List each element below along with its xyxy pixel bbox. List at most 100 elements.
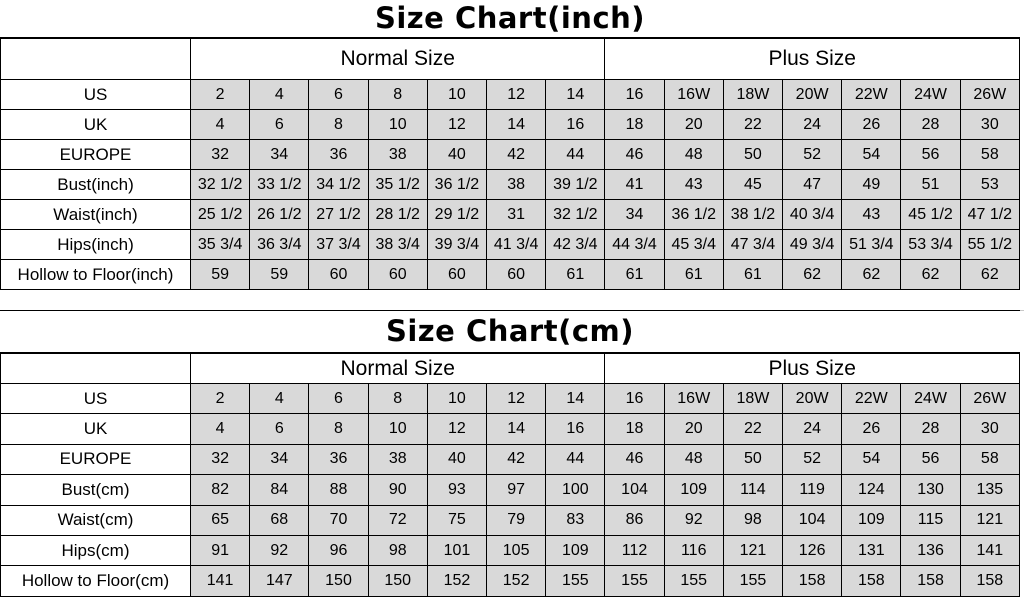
size-value-cell: 39 3/4 [426, 229, 488, 260]
table-row: Waist(cm) 65 68 70 72 75 79 83 86 92 98 104 109 115 12… [0, 504, 1021, 536]
size-value-cell: 26 [841, 109, 902, 140]
size-value-cell: 136 [900, 534, 961, 567]
size-value-cell: 51 [900, 169, 961, 200]
size-value-cell: 44 3/4 [604, 229, 665, 260]
size-value-cell: 83 [545, 504, 606, 536]
size-value-cell: 126 [782, 534, 843, 567]
size-value-cell: 22 [722, 109, 784, 140]
size-value-cell: 2 [189, 79, 251, 110]
size-value-cell: 10 [426, 382, 488, 415]
size-value-cell: 49 3/4 [782, 229, 843, 260]
size-value-cell: 6 [249, 413, 310, 445]
size-value-cell: 158 [959, 565, 1021, 597]
group-header-row: Normal Size Plus Size [0, 38, 1020, 80]
size-value-cell: 4 [189, 413, 251, 445]
blank-cell [0, 353, 191, 384]
size-value-cell: 48 [663, 443, 724, 476]
size-value-cell: 61 [545, 259, 606, 290]
size-value-cell: 44 [545, 443, 606, 476]
table-row: Hollow to Floor(cm) 141 147 150 150 152 152 155… [0, 565, 1021, 597]
size-value-cell: 45 3/4 [663, 229, 724, 260]
size-value-cell: 40 [426, 443, 488, 476]
size-value-cell: 121 [959, 504, 1021, 536]
size-value-cell: 8 [308, 413, 369, 445]
size-value-cell: 12 [426, 413, 488, 445]
size-value-cell: 34 [249, 139, 310, 170]
size-value-cell: 61 [604, 259, 665, 290]
row-label: Hips(cm) [0, 534, 191, 567]
size-value-cell: 60 [486, 259, 547, 290]
size-value-cell: 48 [663, 139, 724, 170]
blank-cell [0, 38, 191, 80]
row-label: Bust(cm) [0, 474, 191, 506]
size-value-cell: 55 1/2 [959, 229, 1021, 260]
size-value-cell: 116 [663, 534, 724, 567]
chart-title: Size Chart(inch) [0, 0, 1020, 38]
size-value-cell: 141 [189, 565, 251, 597]
size-value-cell: 62 [841, 259, 902, 290]
size-value-cell: 131 [841, 534, 902, 567]
size-value-cell: 18W [722, 382, 784, 415]
table-row: Bust(inch) 32 1/2 33 1/2 34 1/2 35 1/2 36 1/2… [0, 169, 1021, 200]
size-value-cell: 109 [841, 504, 902, 536]
size-value-cell: 32 [189, 443, 251, 476]
size-value-cell: 38 [367, 443, 428, 476]
table-row: UK 4 6 8 10 12 14 16 18 20 22 24 26 28 30 [0, 413, 1021, 445]
size-value-cell: 53 [959, 169, 1021, 200]
size-value-cell: 79 [486, 504, 547, 536]
size-value-cell: 8 [367, 382, 428, 415]
spacer-row [0, 289, 1024, 311]
size-value-cell: 56 [900, 139, 961, 170]
size-value-cell: 31 [486, 199, 547, 230]
size-value-cell: 14 [545, 79, 606, 110]
size-value-cell: 155 [545, 565, 606, 597]
size-value-cell: 115 [900, 504, 961, 536]
size-value-cell: 18 [604, 109, 665, 140]
size-value-cell: 68 [249, 504, 310, 536]
size-value-cell: 109 [663, 474, 724, 506]
size-value-cell: 41 3/4 [486, 229, 547, 260]
size-table: Normal Size Plus Size US 2 4 6 8 10 12 14 16 16W 18W… [0, 353, 1021, 597]
size-value-cell: 58 [959, 139, 1021, 170]
size-value-cell: 61 [722, 259, 784, 290]
size-value-cell: 20W [782, 79, 843, 110]
size-value-cell: 46 [604, 139, 665, 170]
size-value-cell: 36 1/2 [426, 169, 488, 200]
table-row: UK 4 6 8 10 12 14 16 18 20 22 24 26 28 30 [0, 109, 1021, 140]
size-value-cell: 92 [249, 534, 310, 567]
size-value-cell: 6 [308, 79, 369, 110]
size-value-cell: 97 [486, 474, 547, 506]
size-value-cell: 60 [367, 259, 428, 290]
size-value-cell: 114 [722, 474, 784, 506]
size-value-cell: 38 1/2 [722, 199, 784, 230]
size-value-cell: 75 [426, 504, 488, 536]
size-value-cell: 88 [308, 474, 369, 506]
size-value-cell: 30 [959, 109, 1021, 140]
size-value-cell: 37 3/4 [308, 229, 369, 260]
size-table: Normal Size Plus Size US 2 4 6 8 10 12 14 16 16W 18W… [0, 38, 1021, 290]
size-chart-cm: Size Chart(cm) Normal Size Plus Size US 2 4 6… [0, 310, 1021, 597]
row-label: Waist(inch) [0, 199, 191, 230]
normal-size-header: Normal Size [189, 38, 606, 80]
size-value-cell: 26W [959, 382, 1021, 415]
size-value-cell: 49 [841, 169, 902, 200]
size-value-cell: 22W [841, 382, 902, 415]
size-value-cell: 96 [308, 534, 369, 567]
size-value-cell: 14 [545, 382, 606, 415]
table-row: US 2 4 6 8 10 12 14 16 16W 18W 20W 22W 24W 26W [0, 382, 1021, 415]
row-label: Hips(inch) [0, 229, 191, 260]
size-value-cell: 32 [189, 139, 251, 170]
row-label: US [0, 382, 191, 415]
size-value-cell: 35 3/4 [189, 229, 251, 260]
size-value-cell: 130 [900, 474, 961, 506]
row-label: Bust(inch) [0, 169, 191, 200]
size-value-cell: 29 1/2 [426, 199, 488, 230]
size-value-cell: 92 [663, 504, 724, 536]
size-value-cell: 124 [841, 474, 902, 506]
size-value-cell: 26 [841, 413, 902, 445]
size-value-cell: 60 [308, 259, 369, 290]
row-label: UK [0, 413, 191, 445]
size-value-cell: 150 [308, 565, 369, 597]
size-value-cell: 26 1/2 [249, 199, 310, 230]
size-value-cell: 43 [663, 169, 724, 200]
